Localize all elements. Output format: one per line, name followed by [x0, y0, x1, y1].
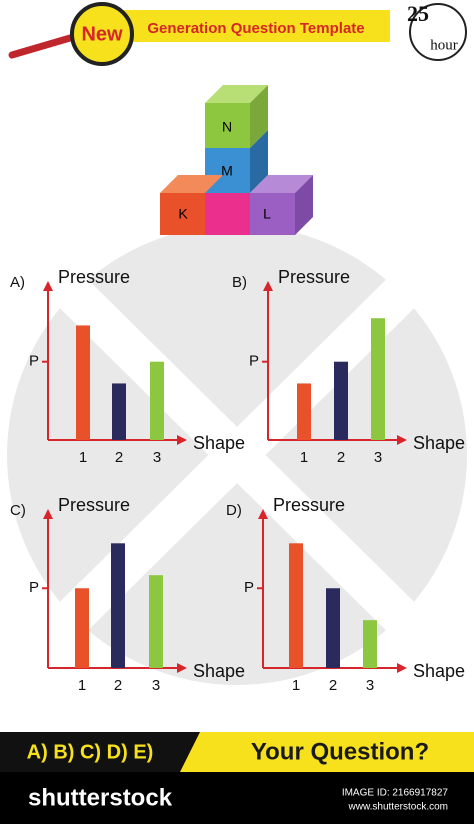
chart-title: C)	[10, 502, 26, 519]
cubes: N M K L	[160, 85, 313, 235]
y-axis-label: Pressure	[58, 495, 130, 515]
cube-label: K	[178, 206, 188, 222]
bar	[111, 543, 125, 668]
options: A) B) C) D) E)	[27, 741, 154, 763]
image-id: IMAGE ID: 2166917827	[342, 788, 449, 799]
y-tick-label: P	[244, 579, 254, 596]
x-tick-label: 3	[366, 677, 374, 694]
bar	[112, 383, 126, 440]
brand: shutterstock	[28, 784, 173, 811]
cube-label: M	[221, 163, 233, 179]
x-tick-label: 1	[292, 677, 300, 694]
x-tick-label: 2	[115, 449, 123, 466]
x-arrow	[177, 663, 187, 673]
clock-unit: hour	[430, 37, 458, 53]
bar	[297, 383, 311, 440]
x-tick-label: 3	[152, 677, 160, 694]
bar	[334, 361, 348, 440]
chart-title: B)	[232, 274, 247, 291]
x-tick-label: 1	[79, 449, 87, 466]
bar	[149, 575, 163, 668]
x-arrow	[177, 435, 187, 445]
x-axis-label: Shape	[413, 433, 465, 453]
options-band	[0, 732, 200, 772]
x-axis-label: Shape	[413, 661, 465, 681]
magnifier-lens	[70, 2, 134, 66]
bar	[371, 318, 385, 440]
badge: New	[81, 23, 123, 45]
x-tick-label: 2	[114, 677, 122, 694]
y-tick-label: P	[29, 353, 39, 370]
x-axis-label: Shape	[193, 661, 245, 681]
bar	[75, 588, 89, 668]
x-tick-label: 2	[337, 449, 345, 466]
y-arrow	[263, 281, 273, 291]
x-tick-label: 3	[153, 449, 161, 466]
x-tick-label: 1	[300, 449, 308, 466]
y-axis-label: Pressure	[273, 495, 345, 515]
clock	[409, 3, 467, 61]
site: www.shutterstock.com	[348, 802, 448, 813]
x-arrow	[397, 663, 407, 673]
x-arrow	[397, 435, 407, 445]
question: Your Question?	[251, 738, 429, 765]
y-arrow	[43, 281, 53, 291]
background-cross	[55, 275, 419, 635]
header-title: Generation Question Template	[147, 20, 364, 37]
bar	[76, 325, 90, 440]
bar	[289, 543, 303, 668]
x-tick-label: 2	[329, 677, 337, 694]
clock-time: 25	[407, 1, 429, 26]
y-tick-label: P	[249, 353, 259, 370]
y-axis-label: Pressure	[58, 267, 130, 287]
y-arrow	[43, 509, 53, 519]
chart-title: A)	[10, 274, 25, 291]
cube-label: N	[222, 119, 232, 135]
y-arrow	[258, 509, 268, 519]
y-tick-label: P	[29, 579, 39, 596]
x-tick-label: 3	[374, 449, 382, 466]
header-band	[120, 10, 390, 42]
brand-band	[0, 772, 474, 824]
cube-label: L	[263, 206, 271, 222]
chart-title: D)	[226, 502, 242, 519]
y-axis-label: Pressure	[278, 267, 350, 287]
charts: A) Pressure Shape P 1 2 3 B) Pressure Shape P 1 2 3 C)…	[10, 267, 465, 694]
magnifier-handle	[8, 34, 74, 59]
bar	[326, 588, 340, 668]
bar	[150, 361, 164, 440]
question-band	[180, 732, 474, 772]
x-tick-label: 1	[78, 677, 86, 694]
bar	[363, 620, 377, 668]
x-axis-label: Shape	[193, 433, 245, 453]
